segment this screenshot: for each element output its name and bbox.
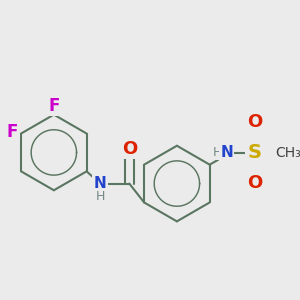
Text: N: N [220, 146, 233, 160]
Text: H: H [95, 190, 105, 203]
Text: CH₃: CH₃ [275, 146, 300, 160]
Text: H: H [212, 146, 222, 159]
Text: N: N [94, 176, 106, 191]
Text: O: O [122, 140, 137, 158]
Text: O: O [247, 113, 262, 131]
Text: F: F [48, 97, 59, 115]
Text: O: O [247, 174, 262, 192]
Text: S: S [248, 143, 262, 162]
Text: F: F [7, 123, 18, 141]
